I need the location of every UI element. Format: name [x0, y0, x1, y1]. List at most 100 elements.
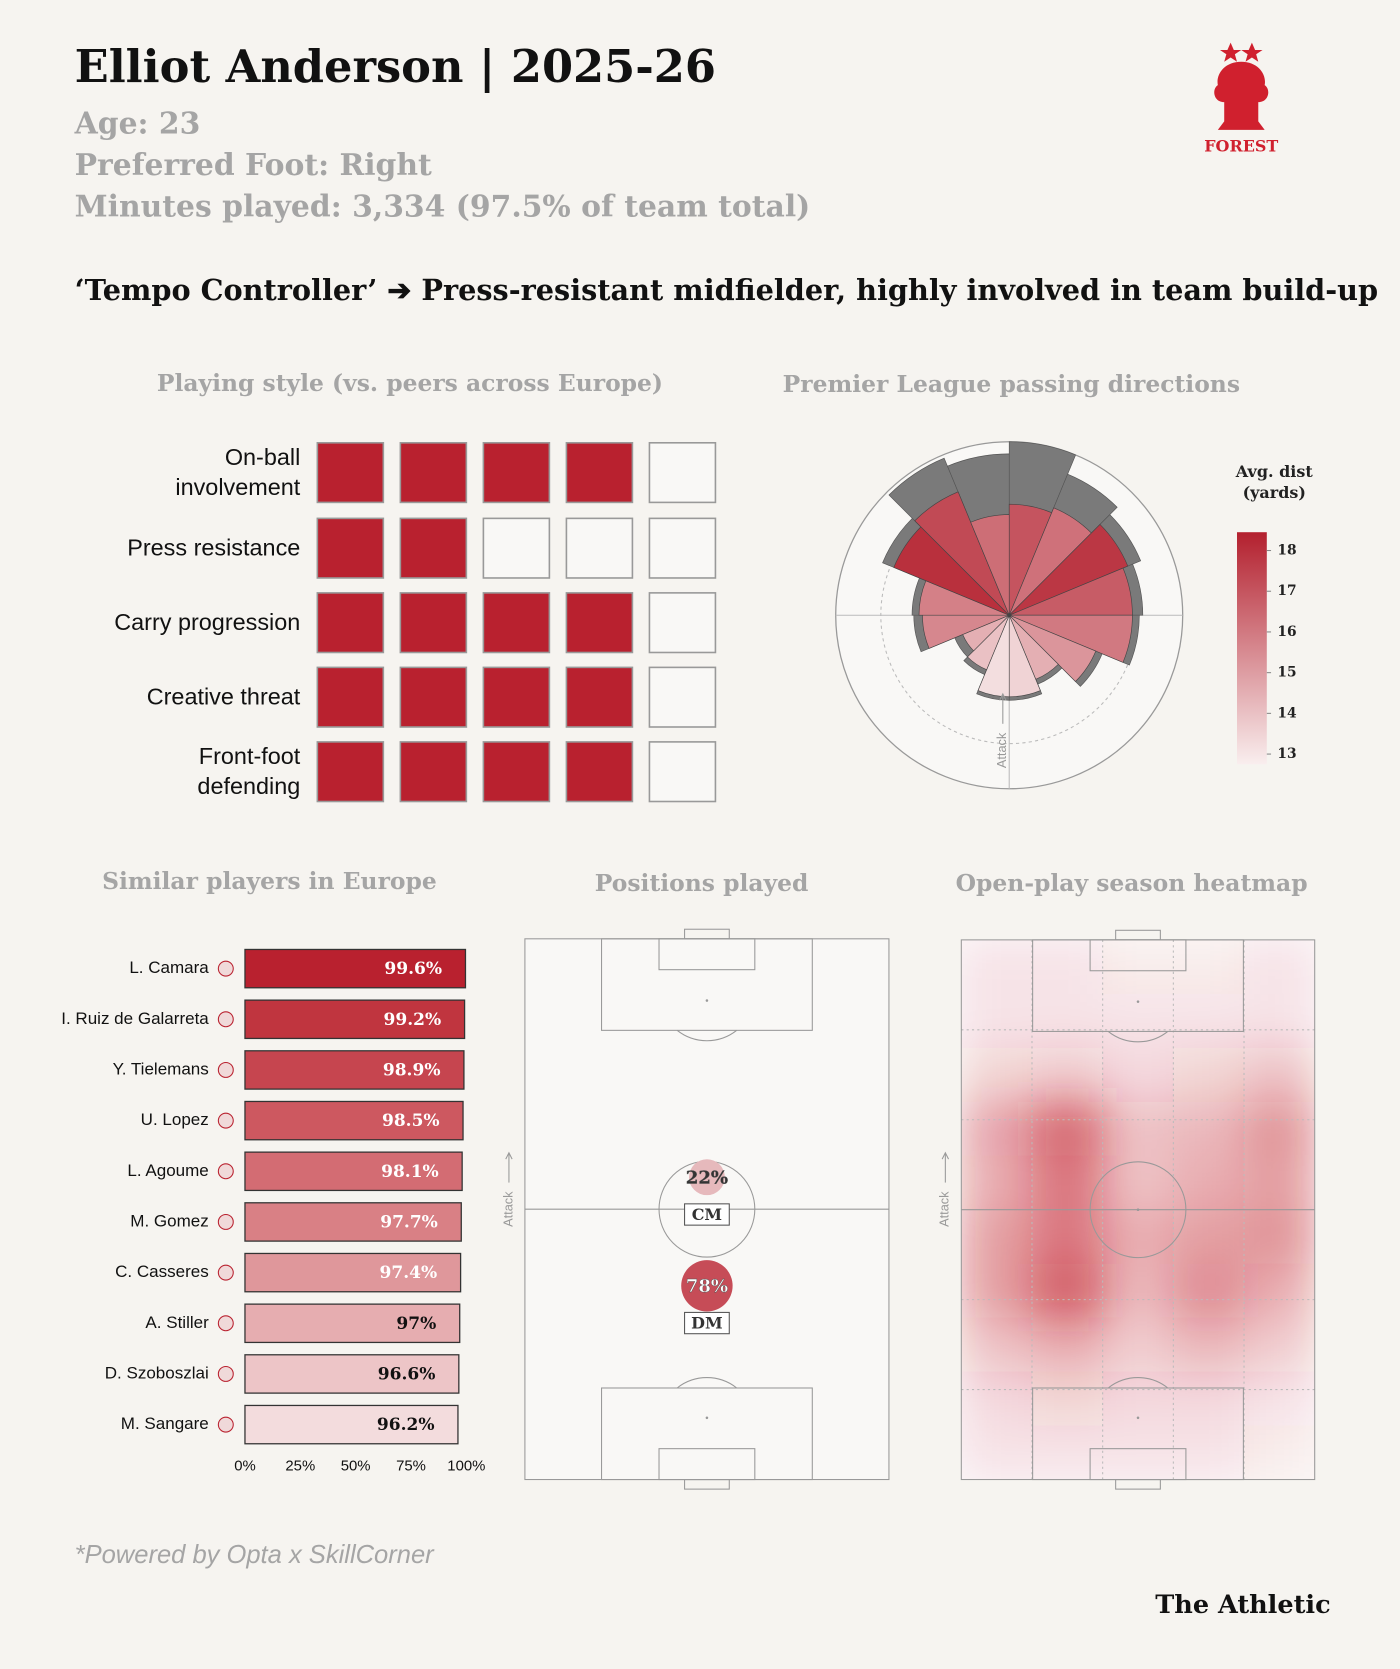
bar-value: 99.2% [384, 1010, 442, 1030]
heat-cell [1031, 1425, 1103, 1480]
club-badge [217, 1011, 234, 1028]
attack-arrowhead [505, 1151, 513, 1160]
row-label-box: Carry progression [114, 608, 301, 636]
row-label: Press resistance [127, 534, 301, 561]
bar [244, 1151, 463, 1192]
bar [244, 1404, 459, 1445]
row-label-box: On-ball involvement [175, 444, 300, 500]
penalty-spot [705, 1416, 709, 1420]
club-badge [217, 1213, 234, 1230]
penalty-spot [1136, 1416, 1140, 1420]
bar [244, 1050, 465, 1090]
chart-title: Positions played [595, 869, 809, 897]
player-name: M. Gomez [130, 1211, 208, 1230]
position-bubble [688, 1159, 725, 1196]
heat-cell [1173, 1209, 1245, 1264]
position-tag [684, 1203, 730, 1226]
x-tick-label: 25% [285, 1459, 315, 1475]
chart-title: Similar players in Europe [102, 867, 437, 895]
heat-layer [961, 939, 1315, 1480]
heat-cell [1173, 939, 1245, 994]
penalty-arc [1107, 1377, 1169, 1389]
goal [684, 928, 730, 940]
row-label: Creative threat [146, 683, 301, 710]
heat-cell [1031, 993, 1103, 1048]
rose-wedge [1009, 614, 1133, 663]
heat-cell [1173, 993, 1245, 1048]
rating-box-filled [399, 517, 468, 579]
heat-cell [1173, 1425, 1245, 1480]
heat-cell [961, 1263, 1032, 1318]
player-name: L. Agoume [127, 1161, 208, 1180]
heat-cell [961, 1047, 1032, 1102]
bar [244, 1252, 462, 1293]
club-badge [217, 1163, 234, 1180]
attack-arrowhead [999, 692, 1007, 701]
heat-cell [1173, 1317, 1245, 1372]
penalty-arc [676, 1377, 738, 1389]
position-value: 78% [686, 1276, 728, 1297]
player-name: L. Camara [129, 958, 209, 977]
bar-value: 97.7% [380, 1213, 438, 1233]
colorbar-tick-label: 14 [1277, 705, 1297, 721]
chart-title: Open-play season heatmap [956, 869, 1308, 897]
rose-wedge [970, 514, 1010, 616]
club-badge [217, 1315, 234, 1332]
heat-blur [961, 939, 1315, 1480]
colorbar-tick-label: 15 [1277, 665, 1296, 681]
bar [244, 1354, 460, 1394]
bar [244, 1100, 464, 1141]
heat-cell [961, 1371, 1032, 1426]
heat-cell [1173, 1047, 1245, 1102]
heat-cell [1244, 939, 1315, 994]
club-badge [217, 1416, 234, 1433]
title: Elliot Anderson | 2025-26 [75, 40, 716, 93]
x-tick-label: 0% [234, 1459, 256, 1475]
bar-value: 98.5% [382, 1111, 440, 1131]
heat-cell [1244, 1317, 1315, 1372]
heat-cell [1102, 1209, 1174, 1264]
heat-cell [1173, 1371, 1245, 1426]
rating-box-filled [399, 741, 468, 803]
bar-value: 96.6% [378, 1365, 436, 1385]
heat-cell [1244, 1209, 1315, 1264]
penalty-arc [1107, 1030, 1169, 1043]
source: *Powered by Opta x SkillCorner [75, 1541, 436, 1569]
row-label-box: Press resistance [127, 534, 301, 561]
bar-value: 96.2% [377, 1415, 435, 1435]
logo-text: FOREST [1204, 136, 1278, 155]
rating-box-empty [565, 517, 634, 579]
attack-arrowhead [941, 1151, 950, 1160]
rating-box-filled [565, 592, 634, 654]
player-name: U. Lopez [141, 1110, 209, 1129]
position-bubble [681, 1260, 733, 1312]
heat-cell [1031, 1263, 1103, 1318]
rating-box-filled [482, 666, 551, 728]
heat-cell [1244, 1263, 1315, 1318]
heat-cell [961, 1317, 1032, 1372]
row-label: Carry progression [114, 608, 301, 636]
position-label: CM [692, 1205, 722, 1224]
rating-box-filled [482, 592, 551, 654]
rose-wedge [1008, 614, 1097, 682]
penalty-spot [1136, 1000, 1140, 1003]
legend-title: Avg. dist (yards) [1235, 461, 1313, 503]
heat-cell [961, 1101, 1032, 1156]
heat-cell [1031, 1101, 1103, 1156]
rating-box-empty [648, 517, 717, 579]
position-label: DM [691, 1314, 723, 1333]
heat-cell [1102, 1263, 1174, 1318]
heat-cell [961, 1155, 1032, 1210]
heat-cell [1031, 1047, 1103, 1102]
colorbar-tick-label: 16 [1277, 624, 1296, 640]
player-name: A. Stiller [145, 1313, 209, 1332]
club-logo: FOREST [1204, 42, 1278, 155]
centre-spot [1136, 1208, 1140, 1211]
row-label: Front-foot defending [197, 742, 301, 800]
bar-value: 97.4% [380, 1263, 438, 1283]
rating-box-filled [316, 517, 385, 579]
heat-cell [961, 939, 1032, 994]
rating-box-filled [316, 666, 385, 728]
rating-box-filled [399, 441, 468, 504]
